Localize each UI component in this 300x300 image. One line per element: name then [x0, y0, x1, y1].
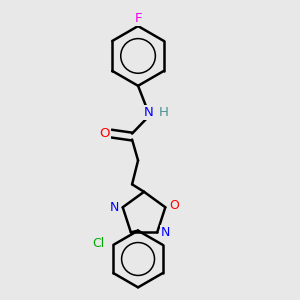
Text: H: H [158, 106, 168, 119]
Text: O: O [99, 127, 110, 140]
Text: N: N [144, 106, 153, 119]
Text: O: O [169, 199, 178, 212]
Text: Cl: Cl [92, 237, 104, 250]
Text: N: N [110, 201, 119, 214]
Text: N: N [161, 226, 170, 239]
Text: F: F [134, 12, 142, 25]
